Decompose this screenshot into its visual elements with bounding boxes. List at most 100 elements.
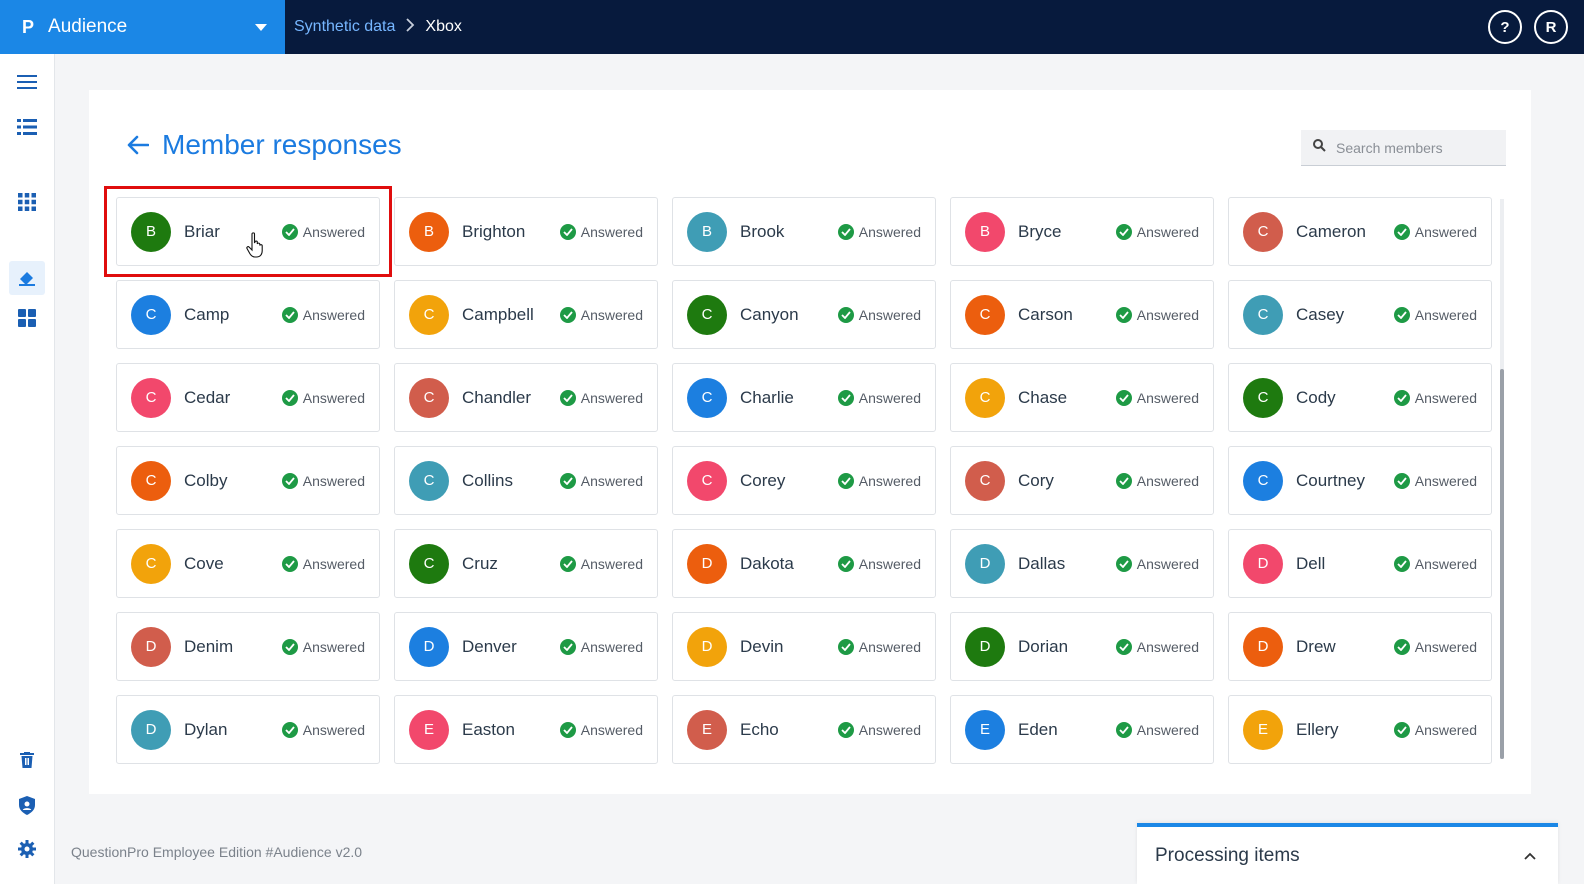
status-badge: Answered [281,555,365,572]
member-avatar: B [965,211,1005,252]
member-card[interactable]: D Dallas Answered [950,529,1214,598]
member-name: Cameron [1296,221,1366,241]
member-name: Dakota [740,553,794,573]
member-name: Easton [462,719,515,739]
check-circle-icon [281,389,298,406]
member-card[interactable]: D Dylan Answered [116,695,380,764]
member-avatar: E [409,709,449,750]
check-circle-icon [1393,223,1410,240]
member-card[interactable]: C Cameron Answered [1228,197,1492,266]
status-label: Answered [302,555,365,572]
member-card[interactable]: C Cruz Answered [394,529,658,598]
member-card[interactable]: C Casey Answered [1228,280,1492,349]
status-badge: Answered [1115,472,1199,489]
member-avatar: B [687,211,727,252]
dashboard-icon[interactable] [14,305,40,331]
member-card[interactable]: D Devin Answered [672,612,936,681]
breadcrumb-parent[interactable]: Synthetic data [294,18,396,35]
member-card[interactable]: D Dell Answered [1228,529,1492,598]
member-card[interactable]: E Echo Answered [672,695,936,764]
back-arrow-icon[interactable] [127,135,150,160]
member-card[interactable]: D Dorian Answered [950,612,1214,681]
member-card[interactable]: C Cody Answered [1228,363,1492,432]
check-circle-icon [837,389,854,406]
search-box[interactable] [1301,130,1506,166]
member-card[interactable]: C Collins Answered [394,446,658,515]
member-card[interactable]: C Camp Answered [116,280,380,349]
status-badge: Answered [559,555,643,572]
member-card[interactable]: C Charlie Answered [672,363,936,432]
user-avatar-button[interactable]: R [1534,10,1568,44]
member-card[interactable]: D Drew Answered [1228,612,1492,681]
status-badge: Answered [1115,638,1199,655]
processing-items-panel[interactable]: Processing items [1137,823,1558,884]
member-card[interactable]: B Brook Answered [672,197,936,266]
settings-gear-icon[interactable] [14,836,40,862]
sidebar [0,54,55,884]
member-avatar: D [1243,543,1283,584]
status-badge: Answered [837,472,921,489]
status-label: Answered [1414,638,1477,655]
status-badge: Answered [281,638,365,655]
member-card[interactable]: C Carson Answered [950,280,1214,349]
list-icon[interactable] [14,114,40,140]
scrollbar-track[interactable] [1500,199,1504,759]
member-card[interactable]: C Cory Answered [950,446,1214,515]
help-button[interactable]: ? [1488,10,1522,44]
responses-icon[interactable] [9,261,45,295]
member-card[interactable]: C Chandler Answered [394,363,658,432]
member-card[interactable]: B Brighton Answered [394,197,658,266]
search-members-input[interactable] [1336,139,1496,156]
status-badge: Answered [1115,306,1199,323]
member-name: Devin [740,636,784,656]
member-card[interactable]: C Colby Answered [116,446,380,515]
member-avatar: C [131,294,171,335]
hamburger-menu-icon[interactable] [14,69,40,95]
breadcrumb: Synthetic data Xbox [294,17,462,37]
member-card[interactable]: C Cedar Answered [116,363,380,432]
member-card[interactable]: C Chase Answered [950,363,1214,432]
status-badge: Answered [1393,389,1477,406]
check-circle-icon [837,721,854,738]
member-avatar: C [409,460,449,501]
check-circle-icon [281,472,298,489]
member-card[interactable]: D Dakota Answered [672,529,936,598]
member-avatar: E [1243,709,1283,750]
member-name: Bryce [1018,221,1062,241]
status-badge: Answered [559,223,643,240]
status-badge: Answered [1393,223,1477,240]
member-card[interactable]: C Canyon Answered [672,280,936,349]
trash-icon[interactable] [14,747,40,773]
member-card[interactable]: C Campbell Answered [394,280,658,349]
shield-user-icon[interactable] [14,792,40,818]
check-circle-icon [837,555,854,572]
status-badge: Answered [837,223,921,240]
status-label: Answered [580,223,643,240]
member-card[interactable]: E Eden Answered [950,695,1214,764]
chevron-up-icon[interactable] [1524,847,1536,865]
member-card[interactable]: C Cove Answered [116,529,380,598]
member-avatar: C [687,377,727,418]
member-card[interactable]: C Corey Answered [672,446,936,515]
member-card[interactable]: B Bryce Answered [950,197,1214,266]
member-card[interactable]: B Briar Answered [116,197,380,266]
member-card[interactable]: C Courtney Answered [1228,446,1492,515]
member-avatar: C [965,294,1005,335]
member-card[interactable]: D Denim Answered [116,612,380,681]
app-switcher[interactable]: P Audience [0,0,285,54]
member-name: Charlie [740,387,794,407]
status-label: Answered [580,638,643,655]
grid-apps-icon[interactable] [14,189,40,215]
member-name: Chandler [462,387,531,407]
check-circle-icon [1393,555,1410,572]
member-card[interactable]: D Denver Answered [394,612,658,681]
status-badge: Answered [281,389,365,406]
member-avatar: C [1243,211,1283,252]
member-card[interactable]: E Ellery Answered [1228,695,1492,764]
member-avatar: D [965,626,1005,667]
member-card[interactable]: E Easton Answered [394,695,658,764]
scrollbar-thumb[interactable] [1500,369,1504,759]
member-avatar: B [409,211,449,252]
check-circle-icon [281,555,298,572]
member-avatar: C [409,377,449,418]
